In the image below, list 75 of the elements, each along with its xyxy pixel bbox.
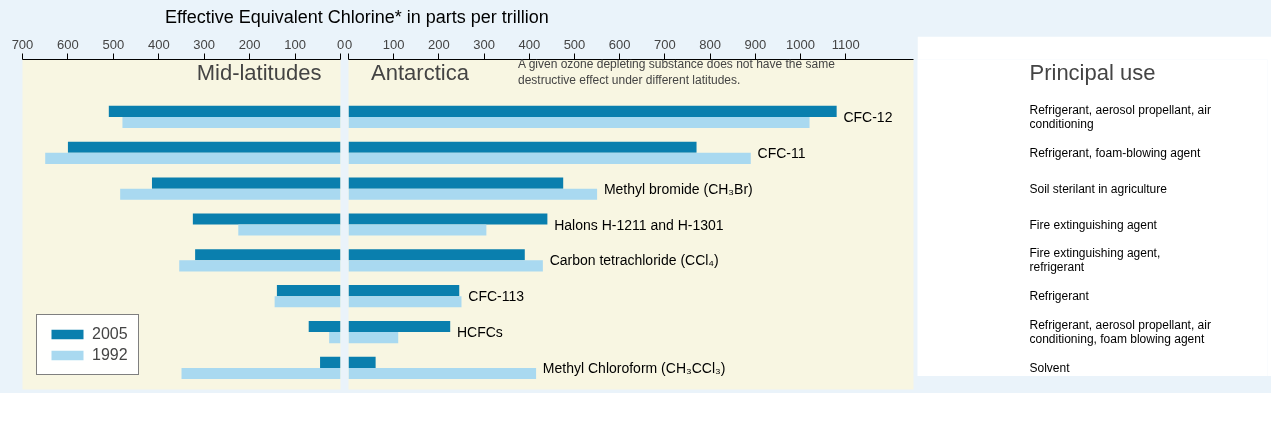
bar: [238, 224, 341, 236]
y-tick-label: HCFCs: [456, 324, 503, 341]
x-axis-title: Effective Equivalent Chlorine* in parts per trillion: [165, 6, 549, 29]
x-tick-label: 300: [473, 36, 495, 52]
x-tick-label: 200: [238, 36, 261, 52]
bar: [120, 188, 341, 200]
bar: [348, 152, 751, 164]
bar: [348, 260, 543, 272]
bar: [308, 320, 341, 333]
bar: [179, 260, 341, 272]
bar: [348, 332, 399, 344]
bar: [348, 320, 451, 333]
x-tick-label: 100: [284, 36, 306, 52]
text: Refrigerant, aerosol propellant, air conditioning, foam blowing agent: [1029, 318, 1211, 347]
x-tick-label: 500: [102, 36, 125, 52]
y-tick-label: Carbon tetrachloride (CCl₄): [549, 252, 719, 269]
y-tick-label: CFC-113: [468, 288, 525, 305]
bar: [348, 249, 525, 261]
x-tick-label: 200: [428, 36, 450, 52]
x-tick-label: 800: [699, 36, 721, 52]
text: A given ozone depleting substance does not have the same destructive effect under different latitudes.: [518, 56, 836, 88]
bar: [195, 249, 341, 261]
bar: [348, 105, 837, 117]
bar: [151, 177, 341, 189]
bar: [320, 356, 341, 368]
bar: [181, 367, 341, 380]
bar: [276, 285, 341, 297]
bar: [348, 213, 548, 225]
bar: [67, 141, 341, 153]
y-tick-label: CFC-11: [757, 144, 806, 161]
x-tick-label: 400: [518, 36, 541, 52]
text: Fire extinguishing agent, refrigerant: [1029, 246, 1161, 275]
bar: [348, 141, 697, 153]
x-tick-label: 400: [147, 36, 170, 52]
bar: [348, 177, 564, 189]
bar: [348, 367, 537, 380]
x-tick-label: 0: [336, 36, 345, 52]
text: Soil sterilant in agriculture: [1029, 181, 1168, 196]
text: Refrigerant, foam-blowing agent: [1029, 145, 1201, 160]
x-tick-label: 1000: [786, 36, 815, 52]
legend-label: 2005: [92, 325, 128, 343]
x-tick-label: 900: [744, 36, 767, 52]
bar: [348, 224, 487, 236]
x-tick-label: 300: [193, 36, 216, 52]
bar: [274, 296, 341, 308]
x-tick-label: 100: [382, 36, 405, 52]
y-tick-label: Methyl Chloroform (CH₃CCl₃): [542, 359, 726, 376]
x-tick-label: 600: [57, 36, 79, 52]
text: Refrigerant: [1029, 289, 1090, 304]
text: Refrigerant, aerosol propellant, air conditioning: [1029, 102, 1211, 131]
bar: [329, 332, 341, 344]
bar: [348, 188, 598, 200]
chart-title: Antarctica: [371, 59, 470, 85]
bar: [45, 152, 341, 164]
x-tick-label: 700: [11, 36, 34, 52]
x-tick-label: 500: [563, 36, 586, 52]
bar: [348, 285, 460, 297]
bar: [348, 116, 810, 129]
bar: [122, 116, 341, 129]
text: Principal use: [1029, 59, 1156, 85]
legend-label: 1992: [92, 346, 128, 364]
x-tick-label: 0: [344, 36, 353, 52]
bar: [348, 296, 462, 308]
y-tick-label: CFC-12: [843, 108, 893, 125]
bar: [192, 213, 341, 225]
text: Solvent: [1029, 360, 1071, 375]
x-tick-label: 700: [654, 36, 676, 52]
x-tick-label: 600: [608, 36, 631, 52]
text: Fire extinguishing agent: [1029, 217, 1158, 232]
y-tick-label: Methyl bromide (CH₃Br): [603, 180, 753, 197]
bar: [348, 356, 376, 368]
chart-title: Mid-latitudes: [196, 59, 322, 85]
y-tick-label: Halons H-1211 and H-1301: [554, 216, 724, 233]
x-tick-label: 1100: [831, 36, 860, 52]
bar: [108, 105, 341, 117]
